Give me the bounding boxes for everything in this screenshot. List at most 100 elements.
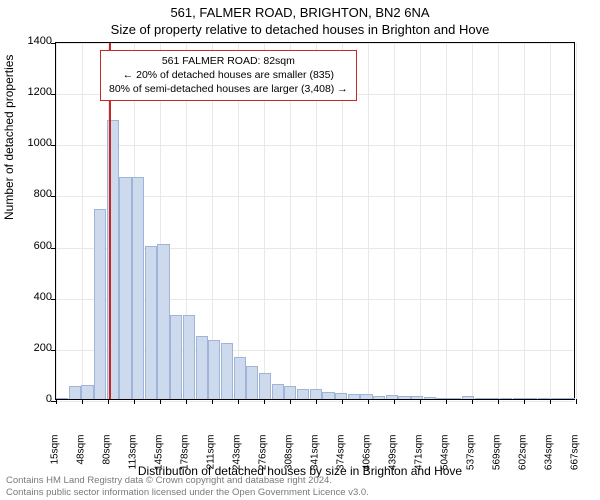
histogram-bar: [513, 398, 525, 399]
histogram-bar: [196, 336, 208, 399]
xtick-label: 439sqm: [388, 435, 399, 475]
xtick-label: 243sqm: [231, 435, 242, 475]
xtick-label: 178sqm: [180, 435, 191, 475]
xtick-label: 471sqm: [413, 435, 424, 475]
xtick-label: 80sqm: [101, 435, 112, 475]
histogram-bar: [360, 394, 372, 399]
xtick-mark: [56, 399, 57, 404]
xtick-label: 569sqm: [491, 435, 502, 475]
histogram-bar: [462, 396, 474, 399]
histogram-bar: [221, 343, 233, 399]
annotation-line2: ← 20% of detached houses are smaller (83…: [109, 68, 348, 82]
xtick-label: 537sqm: [466, 435, 477, 475]
xtick-mark: [368, 399, 369, 404]
histogram-bar: [119, 177, 131, 399]
page-title-line1: 561, FALMER ROAD, BRIGHTON, BN2 6NA: [0, 5, 600, 20]
histogram-bar: [398, 396, 410, 399]
histogram-bar: [563, 398, 575, 399]
xtick-mark: [108, 399, 109, 404]
ytick-label: 600: [12, 240, 52, 252]
xtick-label: 602sqm: [518, 435, 529, 475]
ytick-label: 1400: [12, 35, 52, 47]
histogram-bar: [538, 398, 550, 399]
histogram-bar: [259, 373, 271, 399]
histogram-bar: [69, 386, 81, 399]
histogram-bar: [297, 389, 309, 399]
xtick-mark: [550, 399, 551, 404]
histogram-bar: [411, 396, 423, 399]
grid-line-vertical: [394, 43, 395, 399]
histogram-bar: [81, 385, 93, 399]
histogram-bar: [475, 398, 487, 399]
footer-line1: Contains HM Land Registry data © Crown c…: [6, 475, 369, 487]
grid-line-vertical: [82, 43, 83, 399]
xtick-mark: [238, 399, 239, 404]
histogram-bar: [386, 395, 398, 399]
histogram-bar: [348, 394, 360, 399]
histogram-bar: [284, 386, 296, 399]
grid-line-vertical: [56, 43, 57, 399]
xtick-label: 667sqm: [570, 435, 581, 475]
grid-line-vertical: [368, 43, 369, 399]
xtick-label: 145sqm: [153, 435, 164, 475]
grid-line-vertical: [576, 43, 577, 399]
ytick-label: 200: [12, 342, 52, 354]
xtick-mark: [134, 399, 135, 404]
histogram-bar: [322, 392, 334, 399]
xtick-mark: [576, 399, 577, 404]
xtick-mark: [316, 399, 317, 404]
annotation-line1: 561 FALMER ROAD: 82sqm: [109, 54, 348, 68]
xtick-mark: [342, 399, 343, 404]
xtick-mark: [472, 399, 473, 404]
xtick-mark: [160, 399, 161, 404]
grid-line-vertical: [498, 43, 499, 399]
grid-line-vertical: [524, 43, 525, 399]
annotation-line3: 80% of semi-detached houses are larger (…: [109, 82, 348, 96]
histogram-bar: [525, 398, 537, 399]
page-title-line2: Size of property relative to detached ho…: [0, 22, 600, 37]
xtick-mark: [498, 399, 499, 404]
histogram-bar: [183, 315, 195, 399]
ytick-label: 1200: [12, 86, 52, 98]
histogram-bar: [157, 244, 169, 399]
ytick-label: 800: [12, 188, 52, 200]
xtick-label: 341sqm: [310, 435, 321, 475]
xtick-mark: [420, 399, 421, 404]
histogram-bar: [449, 398, 461, 399]
footer-line2: Contains public sector information licen…: [6, 487, 369, 499]
xtick-label: 113sqm: [128, 435, 139, 475]
histogram-bar: [246, 366, 258, 399]
xtick-label: 504sqm: [440, 435, 451, 475]
histogram-bar: [234, 357, 246, 399]
histogram-bar: [373, 396, 385, 399]
histogram-bar: [56, 398, 68, 399]
grid-line-vertical: [420, 43, 421, 399]
xtick-label: 308sqm: [283, 435, 294, 475]
histogram-bar: [145, 246, 157, 399]
ytick-label: 1000: [12, 137, 52, 149]
histogram-bar: [272, 384, 284, 399]
footer-attribution: Contains HM Land Registry data © Crown c…: [6, 475, 369, 499]
histogram-bar: [310, 389, 322, 399]
annotation-callout: 561 FALMER ROAD: 82sqm ← 20% of detached…: [100, 50, 357, 101]
xtick-label: 211sqm: [206, 435, 217, 475]
grid-line-vertical: [550, 43, 551, 399]
xtick-mark: [186, 399, 187, 404]
xtick-mark: [446, 399, 447, 404]
ytick-label: 0: [12, 393, 52, 405]
xtick-mark: [212, 399, 213, 404]
xtick-label: 48sqm: [76, 435, 87, 475]
histogram-bar: [170, 315, 182, 399]
xtick-mark: [290, 399, 291, 404]
xtick-mark: [264, 399, 265, 404]
xtick-label: 374sqm: [336, 435, 347, 475]
histogram-bar: [436, 398, 448, 399]
histogram-bar: [487, 398, 499, 399]
xtick-label: 634sqm: [543, 435, 554, 475]
xtick-mark: [524, 399, 525, 404]
xtick-label: 276sqm: [258, 435, 269, 475]
xtick-mark: [82, 399, 83, 404]
histogram-bar: [94, 209, 106, 400]
histogram-bar: [335, 393, 347, 399]
grid-line-vertical: [446, 43, 447, 399]
